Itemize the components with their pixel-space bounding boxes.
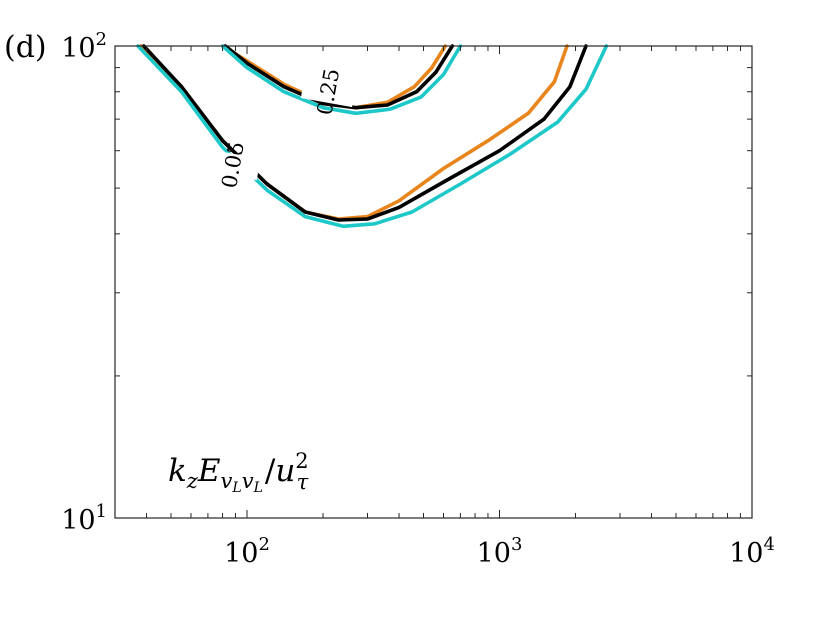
y-tick-label: 101 [61,501,107,536]
tick-labels: 102 103 104 101 102 [61,29,775,569]
x-tick-label: 102 [224,534,270,569]
contour-line-series-3-level-0.05 [136,44,609,229]
plot-frame [114,45,753,519]
contour-line-series-2-level-0.25 [223,44,455,110]
x-tick-label: 103 [477,534,523,569]
contour-label-background [300,76,356,108]
contour-line-series-2-level-0.05 [142,44,588,222]
y-tick-label: 102 [61,29,107,64]
contour-lines [136,44,609,229]
contour-label-background [205,149,261,181]
spectrum-annotation: kzEvLvL/u2 τ [168,449,309,496]
contour-line-series-3-level-0.25 [220,44,463,116]
contour-line-series-1-level-0.05 [139,44,569,221]
panel-label: (d) [4,30,47,65]
x-tick-label: 104 [729,534,775,569]
axis-ticks [114,45,752,519]
contour-labels: 0.250.05 [205,67,356,190]
